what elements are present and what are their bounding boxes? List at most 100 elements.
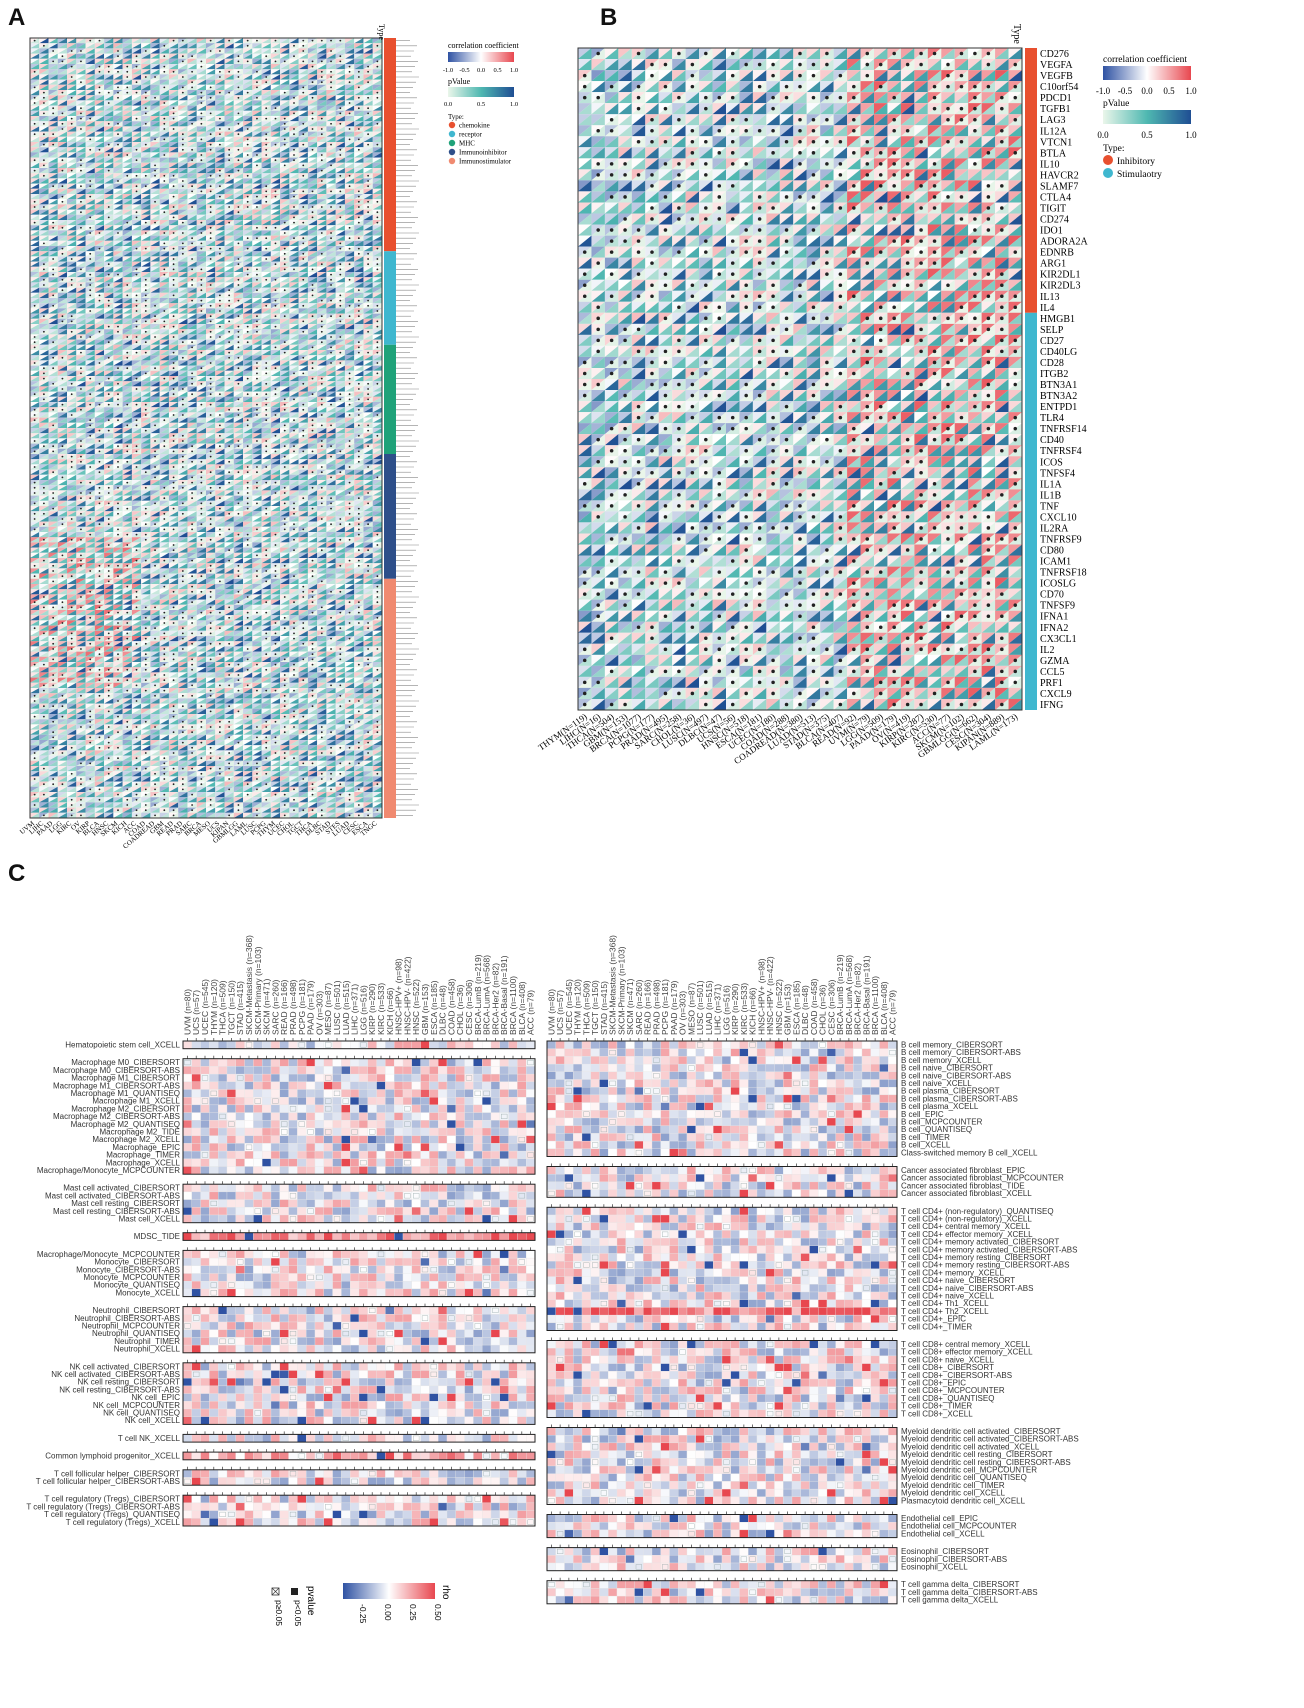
corr-triangle [113,58,123,64]
pvalue-triangle [372,53,382,59]
corr-triangle [270,58,281,64]
pvalue-triangle [289,64,299,70]
significance-dot [357,299,360,302]
significance-dot [376,143,379,146]
significance-dot [283,268,286,271]
significance-dot [117,180,119,182]
significance-dot [200,91,203,94]
significance-dot [117,50,119,52]
significance-dot [70,258,73,260]
pvalue-triangle [252,58,262,64]
corr-triangle [39,43,49,49]
significance-dot [209,148,212,151]
significance-dot [200,65,203,68]
corr-triangle [48,53,58,59]
significance-dot [144,330,147,333]
pvalue-triangle [85,48,95,54]
significance-dot [163,138,166,141]
significance-dot [357,206,360,208]
corr-triangle [168,69,179,75]
pvalue-triangle [243,58,253,64]
pvalue-triangle [224,38,234,44]
pvalue-triangle [57,38,68,44]
significance-dot [376,263,379,266]
significance-dot [256,320,258,323]
pvalue-triangle [57,43,68,49]
significance-dot [181,76,184,78]
pvalue-triangle [178,43,188,49]
pvalue-triangle [104,58,114,64]
significance-dot [209,258,212,260]
significance-dot [154,96,156,99]
significance-dot [191,268,194,271]
corr-triangle [30,69,40,75]
panel-a-heatmap [29,37,383,819]
significance-dot [256,330,258,333]
corr-triangle [243,53,253,59]
significance-dot [200,304,203,307]
significance-dot [135,304,138,307]
significance-dot [61,247,64,250]
significance-dot [228,289,231,292]
pvalue-triangle [289,58,299,64]
significance-dot [89,180,92,182]
significance-dot [144,91,147,94]
pvalue-triangle [76,53,86,59]
significance-dot [357,138,360,141]
pvalue-triangle [159,38,169,44]
significance-dot [339,55,342,58]
significance-dot [376,304,379,307]
significance-dot [330,232,332,234]
corr-triangle [30,43,40,49]
significance-dot [339,39,342,42]
corr-triangle [122,38,132,44]
significance-dot [209,247,212,250]
significance-dot [135,294,138,297]
corr-triangle [280,69,290,75]
pvalue-triangle [233,43,244,49]
pvalue-triangle [326,43,336,49]
significance-dot [107,143,110,146]
pvalue-triangle [85,58,95,64]
pvalue-triangle [224,48,234,54]
significance-dot [52,60,55,63]
significance-dot [191,237,194,240]
corr-triangle [187,43,197,49]
significance-dot [191,185,194,188]
significance-dot [89,278,92,281]
pvalue-triangle [39,53,49,59]
pvalue-triangle [104,38,114,44]
corr-triangle [224,58,234,64]
corr-triangle [335,53,345,59]
pvalue-triangle [372,38,382,44]
significance-dot [135,325,138,328]
significance-dot [135,148,138,151]
pvalue-triangle [94,64,105,70]
pvalue-triangle [85,43,95,49]
pvalue-triangle [372,58,382,64]
significance-dot [302,44,305,47]
significance-dot [339,299,342,302]
significance-dot [330,39,332,42]
significance-dot [89,310,92,312]
pvalue-triangle [187,74,197,80]
pvalue-triangle [344,58,355,64]
significance-dot [181,180,184,182]
significance-dot [265,154,268,156]
significance-dot [237,242,240,245]
significance-dot [218,70,221,73]
significance-dot [200,289,203,292]
pvalue-triangle [354,64,364,70]
corr-triangle [317,53,327,59]
significance-dot [311,284,314,286]
corr-triangle [252,53,262,59]
pvalue-triangle [354,53,364,59]
significance-dot [330,143,332,146]
pvalue-triangle [307,43,318,49]
significance-dot [237,86,240,89]
corr-triangle [354,64,364,70]
significance-dot [181,242,184,245]
significance-dot [200,221,203,224]
pvalue-triangle [307,69,318,75]
significance-dot [42,44,45,47]
